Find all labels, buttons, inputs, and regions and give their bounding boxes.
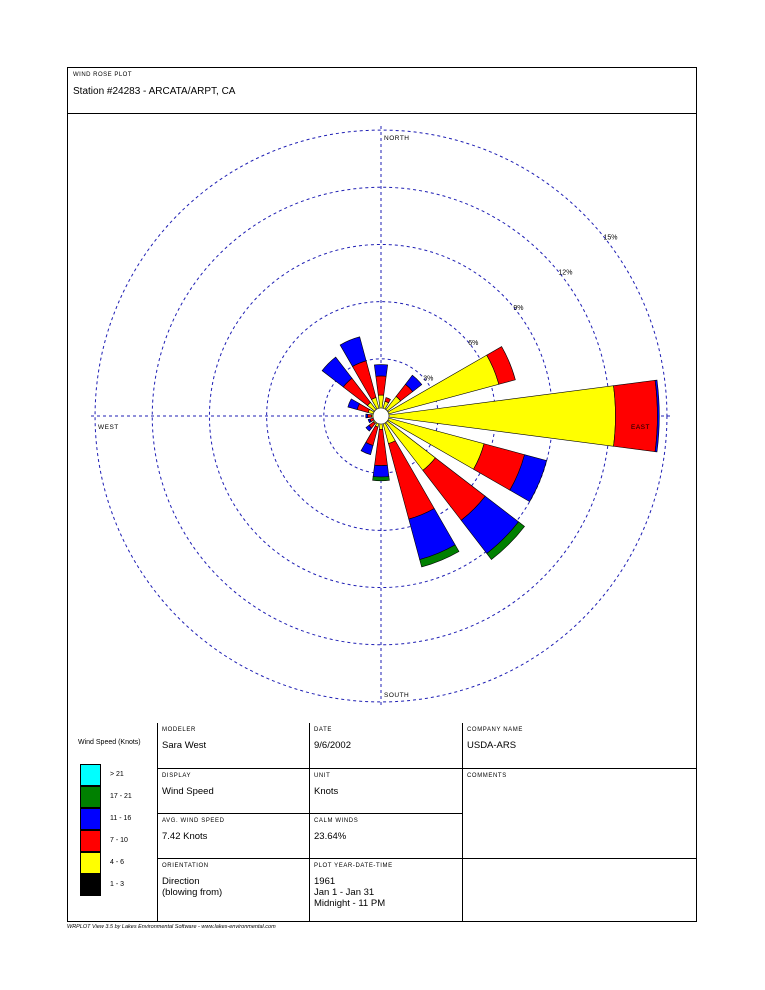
legend-label: 4 - 6 bbox=[110, 859, 125, 866]
legend-label: 11 - 16 bbox=[110, 815, 132, 822]
wind-bar-nw-bin3 bbox=[321, 356, 353, 388]
legend-swatch bbox=[80, 808, 101, 830]
period-label: PLOT YEAR-DATE-TIME bbox=[314, 863, 393, 869]
legend-item: 7 - 10 bbox=[80, 830, 150, 852]
wind-bar-sw-bin3 bbox=[365, 424, 373, 432]
legend-item: 1 - 3 bbox=[80, 874, 150, 896]
rose-labels: 3% 6% 9% 12% 15% NORTH SOUTH EAST WEST bbox=[98, 135, 650, 699]
legend-label: > 21 bbox=[110, 771, 124, 778]
wind-bar-e-bin2 bbox=[613, 379, 658, 453]
legend-label: 1 - 3 bbox=[110, 881, 125, 888]
company-value: USDA-ARS bbox=[467, 740, 517, 751]
display-value: Wind Speed bbox=[162, 786, 214, 797]
wind-bar-sse-bin4 bbox=[419, 544, 460, 568]
unit-label: UNIT bbox=[314, 773, 331, 779]
wind-bar-n-bin3 bbox=[374, 364, 388, 377]
wind-bar-se-bin4 bbox=[486, 521, 525, 560]
calm-circle bbox=[372, 407, 390, 425]
wind-bar-w-bin3 bbox=[365, 413, 369, 419]
legend-swatch bbox=[80, 830, 101, 852]
modeler-label: MODELER bbox=[162, 727, 196, 733]
orientation-label: ORIENTATION bbox=[162, 863, 209, 869]
wind-bar-e-bin3 bbox=[654, 379, 660, 453]
legend-item: 17 - 21 bbox=[80, 786, 150, 808]
wind-bar-s-bin3 bbox=[372, 464, 390, 478]
software-footer: WRPLOT View 3.5 by Lakes Environmental S… bbox=[67, 924, 276, 930]
legend-swatch bbox=[80, 786, 101, 808]
plot-header: WIND ROSE PLOT Station #24283 - ARCATA/A… bbox=[68, 68, 696, 114]
wind-bar-w-bin2 bbox=[367, 413, 372, 419]
calm-winds-label: CALM WINDS bbox=[314, 818, 359, 824]
legend-swatch bbox=[80, 852, 101, 874]
compass-label-south: SOUTH bbox=[384, 692, 409, 699]
legend-item: > 21 bbox=[80, 764, 150, 786]
wind-bar-nnw-bin3 bbox=[339, 336, 367, 367]
company-label: COMPANY NAME bbox=[467, 727, 523, 733]
compass-label-east: EAST bbox=[631, 424, 650, 431]
date-value: 9/6/2002 bbox=[314, 740, 351, 751]
legend-title: Wind Speed (Knots) bbox=[78, 739, 141, 746]
wind-bar-n-bin2 bbox=[375, 375, 387, 396]
avg-speed-label: AVG. WIND SPEED bbox=[162, 818, 225, 824]
legend-label: 7 - 10 bbox=[110, 837, 128, 844]
period-value: 1961 Jan 1 - Jan 31 Midnight - 11 PM bbox=[314, 876, 386, 909]
avg-speed-value: 7.42 Knots bbox=[162, 831, 208, 842]
wind-bar-nne-bin2 bbox=[384, 397, 391, 404]
blank-cell bbox=[463, 859, 697, 922]
modeler-cell: MODELER Sara West bbox=[158, 723, 310, 769]
wind-bar-ene-bin2 bbox=[486, 346, 516, 385]
wind-bar-s-bin2 bbox=[374, 428, 388, 466]
wind-bar-ese-bin3 bbox=[509, 454, 548, 502]
ring-label: 12% bbox=[558, 270, 572, 277]
legend-swatch bbox=[80, 764, 101, 786]
unit-cell: UNIT Knots bbox=[310, 769, 463, 814]
legend-item: 4 - 6 bbox=[80, 852, 150, 874]
company-cell: COMPANY NAME USDA-ARS bbox=[463, 723, 697, 769]
calm-winds-value: 23.64% bbox=[314, 831, 347, 842]
plot-type-label: WIND ROSE PLOT bbox=[73, 72, 133, 78]
compass-label-west: WEST bbox=[98, 424, 119, 431]
wind-bar-ssw-bin3 bbox=[360, 442, 374, 456]
compass-label-north: NORTH bbox=[384, 135, 410, 142]
ring-label: 3% bbox=[423, 375, 433, 382]
date-cell: DATE 9/6/2002 bbox=[310, 723, 463, 769]
legend-swatch bbox=[80, 874, 101, 896]
rose-bars bbox=[321, 336, 660, 568]
avg-speed-cell: AVG. WIND SPEED 7.42 Knots bbox=[158, 814, 310, 859]
wind-bar-wnw-bin3 bbox=[347, 398, 360, 410]
station-title: Station #24283 - ARCATA/ARPT, CA bbox=[73, 86, 236, 97]
unit-value: Knots bbox=[314, 786, 339, 797]
calm-winds-cell: CALM WINDS 23.64% bbox=[310, 814, 463, 859]
comments-label: COMMENTS bbox=[467, 773, 507, 779]
wind-bar-ne-bin3 bbox=[404, 374, 423, 393]
legend-label: 17 - 21 bbox=[110, 793, 132, 800]
display-label: DISPLAY bbox=[162, 773, 192, 779]
date-label: DATE bbox=[314, 727, 332, 733]
legend-panel: Wind Speed (Knots) > 21 17 - 21 11 - 16 7 -… bbox=[67, 723, 158, 922]
wind-bar-s-bin4 bbox=[372, 476, 390, 482]
display-cell: DISPLAY Wind Speed bbox=[158, 769, 310, 814]
ring-label: 6% bbox=[468, 340, 478, 347]
legend-item: 11 - 16 bbox=[80, 808, 150, 830]
ring-label: 9% bbox=[513, 305, 523, 312]
ring-label: 15% bbox=[603, 234, 617, 241]
wind-bar-wsw-bin3 bbox=[367, 418, 372, 424]
period-cell: PLOT YEAR-DATE-TIME 1961 Jan 1 - Jan 31 … bbox=[310, 859, 463, 922]
comments-cell: COMMENTS bbox=[463, 769, 697, 859]
grid-ring bbox=[94, 129, 668, 703]
orientation-value: Direction (blowing from) bbox=[162, 876, 223, 898]
modeler-value: Sara West bbox=[162, 740, 207, 751]
orientation-cell: ORIENTATION Direction (blowing from) bbox=[158, 859, 310, 922]
